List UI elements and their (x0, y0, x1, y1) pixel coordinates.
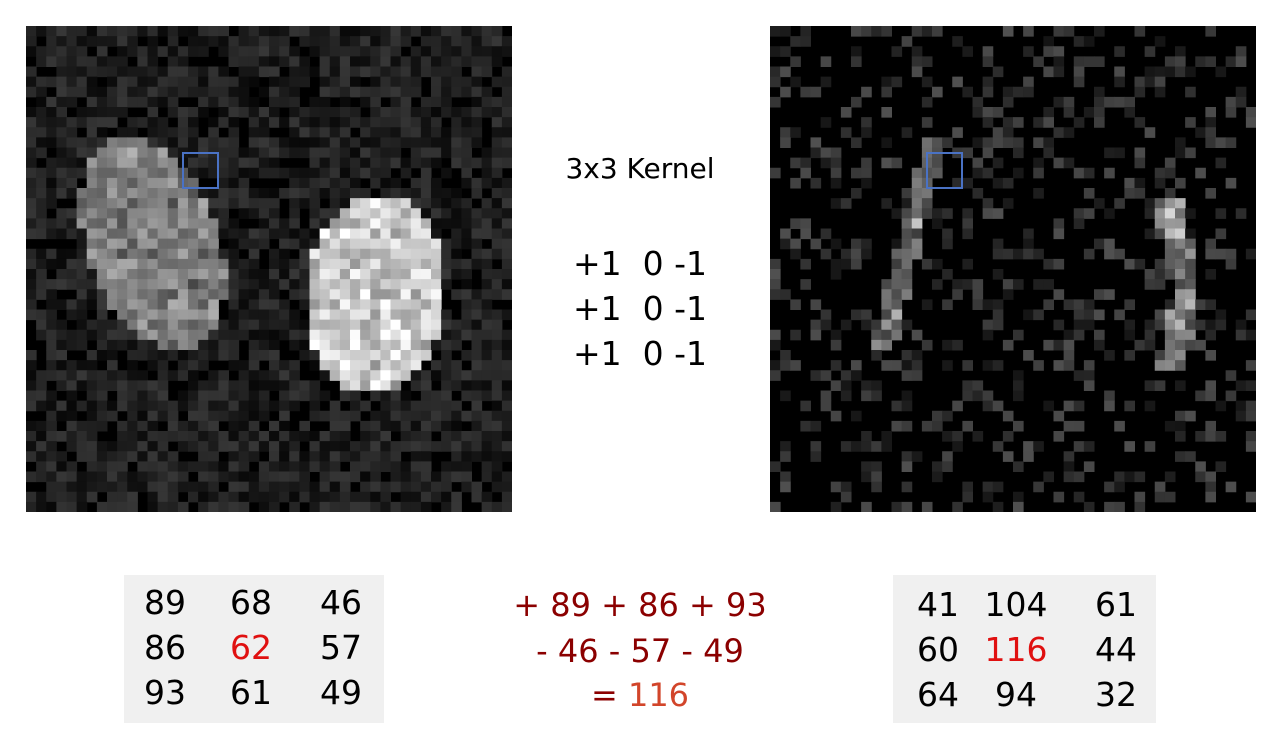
calc-result: 116 (627, 676, 690, 714)
output-image-pixels (770, 26, 1256, 512)
output-cell: 32 (1095, 675, 1137, 714)
calc-equals: = (590, 676, 628, 714)
output-cell: 41 (917, 585, 959, 624)
input-cell: 89 (144, 583, 186, 622)
input-image-pixels (26, 26, 512, 512)
input-cell: 68 (230, 583, 272, 622)
input-cell: 93 (144, 673, 186, 712)
kernel-row-3: +1 0 -1 (572, 334, 707, 373)
output-center-cell: 116 (984, 630, 1048, 669)
kernel-row-2: +1 0 -1 (572, 289, 707, 328)
output-image (770, 26, 1256, 512)
input-patch-grid: 89 68 46 86 62 57 93 61 49 (124, 575, 384, 723)
input-cell: 86 (144, 628, 186, 667)
output-selection-box (926, 152, 963, 189)
output-cell: 104 (984, 585, 1048, 624)
output-cell: 60 (917, 630, 959, 669)
calc-line-plus: + 89 + 86 + 93 (513, 586, 767, 624)
output-cell: 64 (917, 675, 959, 714)
output-patch-grid: 41 104 61 60 116 44 64 94 32 (893, 575, 1156, 723)
input-selection-box (182, 152, 219, 189)
input-image (26, 26, 512, 512)
input-cell: 61 (230, 673, 272, 712)
calc-line-minus: - 46 - 57 - 49 (536, 632, 744, 670)
calc-result-line: = 116 (470, 676, 810, 714)
output-cell: 61 (1095, 585, 1137, 624)
input-cell: 49 (320, 673, 362, 712)
input-center-cell: 62 (230, 628, 272, 667)
input-cell: 57 (320, 628, 362, 667)
output-cell: 44 (1095, 630, 1137, 669)
input-cell: 46 (320, 583, 362, 622)
output-cell: 94 (995, 675, 1037, 714)
kernel-row-1: +1 0 -1 (572, 244, 707, 283)
kernel-title: 3x3 Kernel (565, 152, 715, 185)
